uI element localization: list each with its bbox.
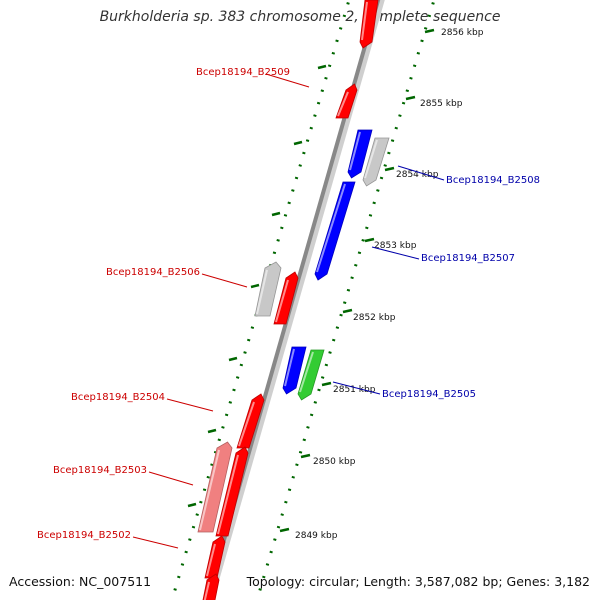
accession-label: Accession: NC_007511	[9, 574, 152, 589]
gene-label-leader	[371, 246, 420, 260]
gene-label: Bcep18194_B2509	[196, 67, 290, 78]
ruler-major-tick	[250, 283, 260, 289]
gene-feature-bottom	[202, 573, 220, 600]
ruler-major-tick	[228, 356, 238, 362]
gene-label-leader	[166, 398, 214, 412]
gene-feature-top	[359, 0, 379, 49]
gene-feature-bcep18194-b2508-blue-highlight	[349, 131, 361, 171]
topology-summary: Topology: circular; Length: 3,587,082 bp…	[246, 574, 590, 589]
gene-feature-bcep18194-b2503-highlight	[217, 454, 239, 535]
gene-feature-bcep18194-b2505-highlight	[299, 351, 314, 393]
position-tick-label: 2851 kbp	[333, 385, 376, 395]
gene-label: Bcep18194_B2507	[421, 253, 515, 264]
position-tick-label: 2853 kbp	[374, 241, 417, 251]
gene-feature-bcep18194-b2506-gray	[254, 261, 282, 317]
gene-label-leader	[201, 273, 248, 288]
gene-feature-bcep18194-b2503-pink	[197, 441, 233, 533]
gene-feature-bcep18194-b2506-gray-highlight	[256, 269, 268, 315]
ruler-major-tick	[317, 64, 327, 70]
ruler-major-tick	[207, 428, 217, 434]
position-tick-label: 2856 kbp	[441, 28, 484, 38]
ruler-tick-mark	[384, 166, 395, 172]
gene-feature-bcep18194-b2506-highlight	[275, 279, 289, 323]
ruler-tick-mark	[279, 527, 290, 533]
gene-feature-bcep18194-b2502-highlight	[206, 543, 216, 577]
gene-label: Bcep18194_B2508	[446, 175, 540, 186]
gene-feature-bcep18194-b2508-highlight	[364, 139, 378, 179]
gene-feature-bcep18194-b2503-pink-highlight	[199, 449, 220, 531]
gene-feature-bottom-highlight	[203, 581, 210, 600]
ruler-tick-mark	[342, 308, 353, 314]
ruler-major-tick	[271, 211, 281, 217]
ruler-tick-mark	[405, 95, 416, 101]
page-title: Burkholderia sp. 383 chromosome 2, compl…	[99, 9, 501, 25]
gene-feature-bcep18194-b2505-blue-highlight	[284, 348, 295, 387]
gene-label: Bcep18194_B2506	[106, 267, 200, 278]
gene-feature-bcep18194-b2508	[362, 137, 390, 187]
gene-label: Bcep18194_B2503	[53, 465, 147, 476]
gene-feature-bcep18194-b2504-highlight	[238, 401, 255, 447]
gene-feature-bcep18194-b2505	[297, 349, 325, 401]
gene-feature-bcep18194-b2505-blue	[282, 346, 307, 395]
ruler-major-tick	[293, 140, 303, 146]
position-tick-label: 2855 kbp	[420, 99, 463, 109]
gene-label: Bcep18194_B2505	[382, 389, 476, 400]
position-tick-label: 2849 kbp	[295, 531, 338, 541]
gene-label: Bcep18194_B2502	[37, 530, 131, 541]
gene-feature-bcep18194-b2509-highlight	[337, 91, 349, 117]
gene-feature-bcep18194-b2507-highlight	[316, 183, 346, 273]
gene-feature-top-highlight	[361, 1, 368, 41]
position-tick-label: 2854 kbp	[396, 170, 439, 180]
gene-label-leader	[265, 73, 310, 88]
ruler-major-tick	[187, 502, 197, 508]
position-tick-label: 2850 kbp	[313, 457, 356, 467]
gene-label-leader	[397, 165, 445, 181]
position-tick-label: 2852 kbp	[353, 313, 396, 323]
gene-feature-bcep18194-b2507	[314, 181, 356, 281]
gene-label-leader	[332, 381, 381, 395]
ruler-tick-mark	[424, 28, 435, 34]
ruler-tick-mark	[300, 453, 311, 459]
ruler-tick-mark	[321, 381, 332, 387]
gene-label-leader	[148, 471, 194, 486]
gene-label: Bcep18194_B2504	[71, 392, 165, 403]
ruler-tick-mark	[364, 237, 375, 243]
gene-feature-bcep18194-b2508-blue	[347, 129, 373, 179]
gene-label-leader	[132, 536, 179, 549]
